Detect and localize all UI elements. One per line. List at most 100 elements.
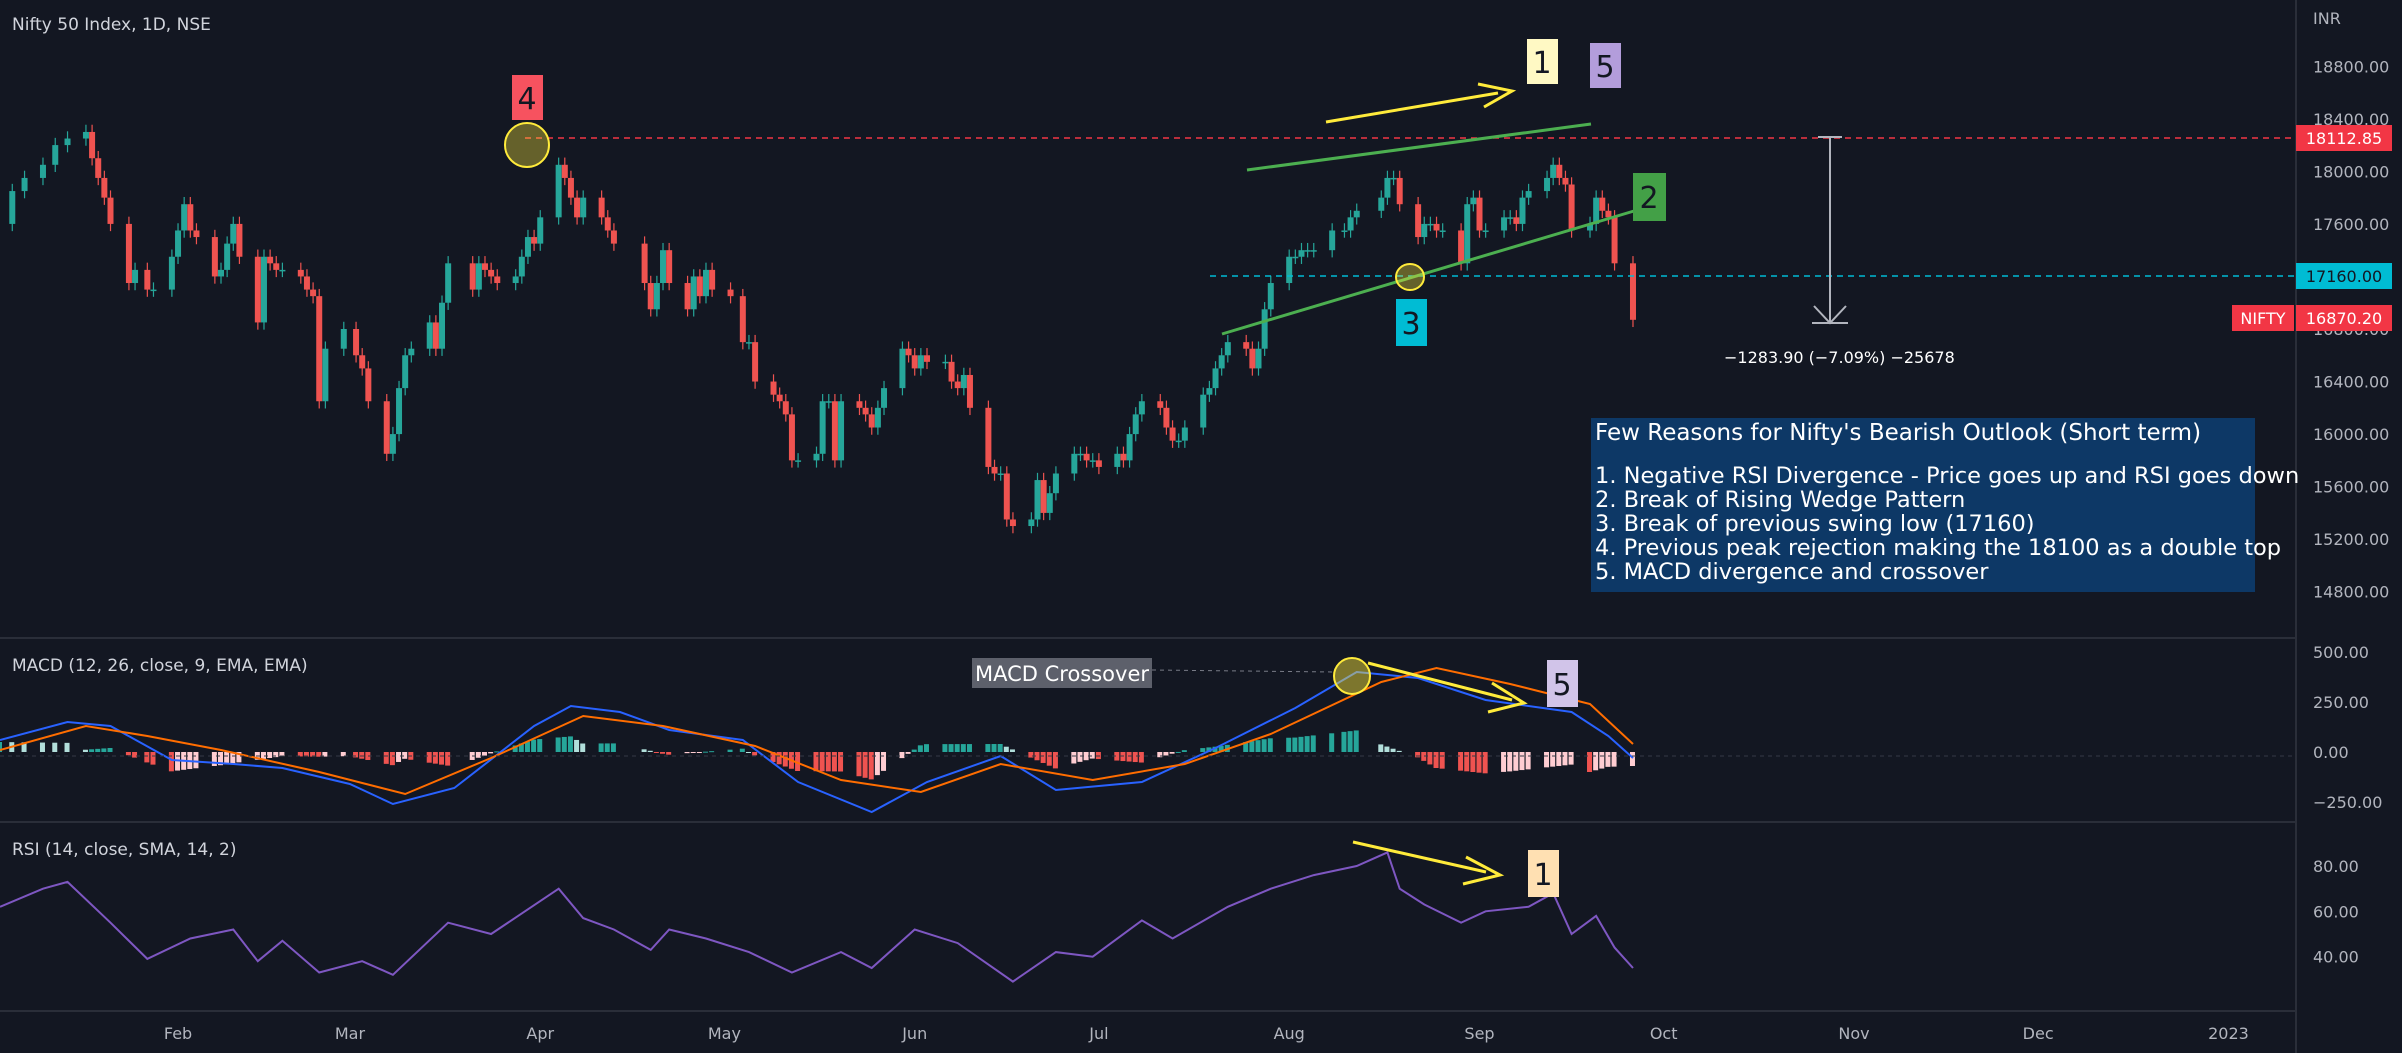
macd-hist-bar <box>660 752 666 754</box>
candle <box>690 269 697 317</box>
symbol-title[interactable]: Nifty 50 Index, 1D, NSE <box>12 15 211 35</box>
macd-hist-bar <box>1519 752 1525 771</box>
candle-body <box>9 191 16 224</box>
candle-body <box>439 302 446 349</box>
macd-hist-bar <box>481 752 487 756</box>
time-axis[interactable]: Feb Mar Apr May Jun Jul Aug Sep Oct Nov Dec 2023 <box>164 1024 2249 1043</box>
rsi-title[interactable]: RSI (14, close, SMA, 14, 2) <box>12 840 236 860</box>
macd-hist-bar <box>125 752 131 756</box>
candle-body <box>1040 480 1047 513</box>
marker-2-text: 2 <box>1639 181 1658 216</box>
candle <box>408 341 415 363</box>
candle <box>181 196 188 238</box>
candle <box>1378 190 1385 218</box>
price-tick: 15200.00 <box>2313 530 2389 549</box>
candle-body <box>813 453 820 461</box>
macd-hist-bar <box>567 736 573 752</box>
measure-tool <box>1812 136 1848 325</box>
candle <box>193 223 200 245</box>
macd-hist-bar <box>1132 752 1138 763</box>
candle-body <box>168 256 175 290</box>
candle-body <box>1568 184 1575 231</box>
candle <box>598 190 605 225</box>
candle-body <box>340 329 347 349</box>
macd-hist-bar <box>1587 752 1593 772</box>
candle <box>1261 302 1268 356</box>
candle <box>1181 420 1188 448</box>
candle <box>960 367 967 396</box>
macd-hist-bar <box>776 752 782 765</box>
candle-body <box>1304 250 1311 252</box>
candle <box>303 269 310 297</box>
candle <box>985 400 992 475</box>
price-tick: 16400.00 <box>2313 373 2389 392</box>
candle-body <box>948 361 955 382</box>
macd-hist-bar <box>856 752 862 777</box>
rsi-axis[interactable]: 80.00 60.00 40.00 <box>2313 857 2359 967</box>
macd-title[interactable]: MACD (12, 26, close, 9, EMA, EMA) <box>12 656 308 676</box>
macd-hist-bar <box>1544 752 1550 768</box>
candle-body <box>1071 453 1078 474</box>
marker-2: 2 <box>1633 173 1666 221</box>
candle <box>1605 203 1612 225</box>
macd-hist-bar <box>211 752 217 766</box>
macd-hist-bar <box>868 752 874 780</box>
candle-body <box>1175 440 1182 443</box>
candle <box>1304 242 1311 258</box>
candle-body <box>254 256 261 323</box>
candle <box>1550 157 1557 186</box>
macd-hist-bar <box>561 736 567 752</box>
candle <box>911 348 918 376</box>
candle-body <box>494 276 501 284</box>
macd-hist-bar <box>273 752 279 758</box>
macd-hist-bar <box>1261 739 1267 752</box>
candle <box>1003 466 1010 527</box>
candle-body <box>1329 230 1336 251</box>
candle-body <box>144 269 151 290</box>
macd-hist-bar <box>1433 752 1439 768</box>
candle <box>1470 190 1477 212</box>
macd-hist-bar <box>1568 752 1574 765</box>
macd-tick: 0.00 <box>2313 743 2349 762</box>
macd-hist-bar <box>1525 752 1531 770</box>
candle <box>1433 216 1440 238</box>
candle <box>782 394 789 422</box>
candle <box>1126 426 1133 468</box>
macd-hist-bar <box>684 752 690 754</box>
macd-hist-bar <box>881 752 887 771</box>
macd-hist-bar <box>1083 752 1089 761</box>
candle <box>770 374 777 402</box>
candle-body <box>132 269 139 284</box>
macd-hist-bar <box>1040 752 1046 763</box>
candle <box>991 459 998 481</box>
candle-body <box>1470 197 1477 205</box>
marker-5-price: 5 <box>1590 43 1621 88</box>
macd-axis[interactable]: 500.00 250.00 0.00 −250.00 <box>2313 643 2382 812</box>
candle <box>1341 223 1348 238</box>
macd-hist-bar <box>813 752 819 772</box>
wedge-upper-line <box>1246 122 1592 172</box>
candle-body <box>273 263 280 270</box>
reasons-title: Few Reasons for Nifty's Bearish Outlook … <box>1595 420 2202 446</box>
price-tick: 16000.00 <box>2313 425 2389 444</box>
candle-body <box>512 276 519 284</box>
candle-body <box>21 177 28 192</box>
candle-body <box>954 381 961 389</box>
candle <box>1157 394 1164 416</box>
candle-body <box>236 223 243 257</box>
candle <box>512 269 519 291</box>
reasons-note[interactable]: Few Reasons for Nifty's Bearish Outlook … <box>1591 418 2299 592</box>
candle-body <box>1439 230 1446 232</box>
macd-line <box>0 670 1634 814</box>
candle <box>696 269 703 304</box>
candle <box>1476 190 1483 238</box>
candle <box>383 394 390 462</box>
candle-body <box>303 276 310 290</box>
macd-hist-bar <box>653 752 659 753</box>
candle <box>82 124 89 146</box>
candle <box>279 262 286 278</box>
rsi-line <box>0 851 1634 983</box>
resistance-badge-text: 18112.85 <box>2306 129 2382 148</box>
ticker-badge-text: NIFTY <box>2240 309 2285 328</box>
macd-hist-bar <box>1126 752 1132 762</box>
